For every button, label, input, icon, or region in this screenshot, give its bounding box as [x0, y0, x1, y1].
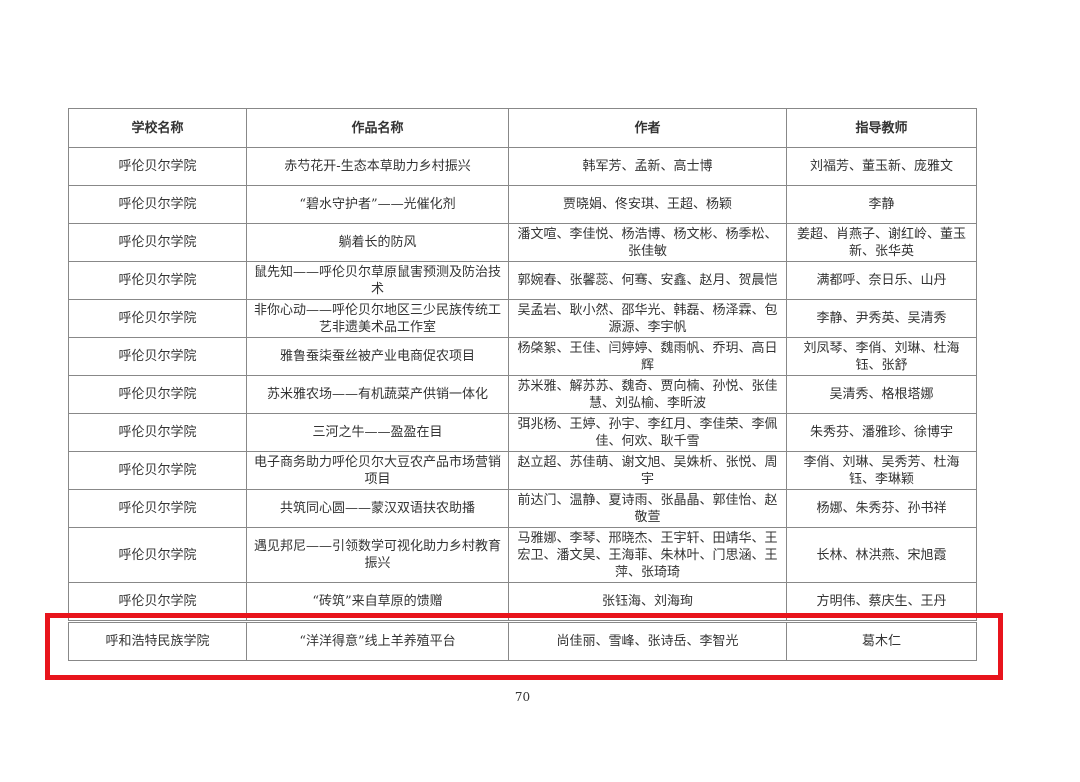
table-row: 呼伦贝尔学院 雅鲁蚕柒蚕丝被产业电商促农项目 杨棨絮、王佳、闫婷婷、魏雨帆、乔玥、高…	[68, 337, 977, 376]
cell-school: 呼伦贝尔学院	[68, 147, 247, 186]
cell-work: “碧水守护者”——光催化剂	[246, 185, 509, 224]
table-row: 呼伦贝尔学院 鼠先知——呼伦贝尔草原鼠害预测及防治技术 郭婉春、张馨蕊、何骞、安鑫、…	[68, 261, 977, 300]
cell-school: 呼伦贝尔学院	[68, 185, 247, 224]
cell-advisors: 刘凤琴、李俏、刘琳、杜海钰、张舒	[786, 337, 977, 376]
cell-school: 呼伦贝尔学院	[68, 299, 247, 338]
cell-advisors: 满都呼、奈日乐、山丹	[786, 261, 977, 300]
cell-school: 呼伦贝尔学院	[68, 337, 247, 376]
table-header-row: 学校名称 作品名称 作者 指导教师	[68, 108, 977, 148]
table-row: 呼伦贝尔学院 躺着长的防风 潘文喧、李佳悦、杨浩博、杨文彬、杨季松、张佳敏 姜超、肖燕…	[68, 223, 977, 262]
cell-advisors: 朱秀芬、潘雅珍、徐博宇	[786, 413, 977, 452]
table-row: 呼伦贝尔学院 非你心动——呼伦贝尔地区三少民族传统工艺非遗美术品工作室 吴孟岩、耿小…	[68, 299, 977, 338]
cell-advisors: 葛木仁	[786, 622, 977, 661]
cell-authors: 尚佳丽、雪峰、张诗岳、李智光	[508, 622, 787, 661]
cell-authors: 弭兆杨、王婷、孙宇、李红月、李佳荣、李佩佳、何欢、耿千雪	[508, 413, 787, 452]
cell-advisors: 李静	[786, 185, 977, 224]
cell-authors: 赵立超、苏佳萌、谢文旭、吴姝析、张悦、周宇	[508, 451, 787, 490]
cell-school: 呼伦贝尔学院	[68, 527, 247, 583]
cell-work: 鼠先知——呼伦贝尔草原鼠害预测及防治技术	[246, 261, 509, 300]
table-row: 呼伦贝尔学院 赤芍花开-生态本草助力乡村振兴 韩军芳、孟新、高士博 刘福芳、董玉新、庞…	[68, 147, 977, 186]
table-row: 呼伦贝尔学院 共筑同心圆——蒙汉双语扶农助播 前达门、温静、夏诗雨、张晶晶、郭佳怡、…	[68, 489, 977, 528]
cell-authors: 潘文喧、李佳悦、杨浩博、杨文彬、杨季松、张佳敏	[508, 223, 787, 262]
table-row: 呼伦贝尔学院 三河之牛——盈盈在目 弭兆杨、王婷、孙宇、李红月、李佳荣、李佩佳、何欢…	[68, 413, 977, 452]
cell-work: 电子商务助力呼伦贝尔大豆农产品市场营销项目	[246, 451, 509, 490]
cell-authors: 贾晓娟、佟安琪、王超、杨颖	[508, 185, 787, 224]
cell-work: 遇见邦尼——引领数学可视化助力乡村教育振兴	[246, 527, 509, 583]
cell-school: 呼伦贝尔学院	[68, 451, 247, 490]
cell-authors: 马雅娜、李琴、邢晓杰、王宇轩、田靖华、王宏卫、潘文昊、王海菲、朱林叶、门思涵、王…	[508, 527, 787, 583]
table-row: 呼伦贝尔学院 “砖筑”来自草原的馈赠 张钰海、刘海珣 方明伟、蔡庆生、王丹	[68, 582, 977, 621]
cell-authors: 杨棨絮、王佳、闫婷婷、魏雨帆、乔玥、高日辉	[508, 337, 787, 376]
cell-authors: 韩军芳、孟新、高士博	[508, 147, 787, 186]
cell-advisors: 方明伟、蔡庆生、王丹	[786, 582, 977, 621]
cell-work: 非你心动——呼伦贝尔地区三少民族传统工艺非遗美术品工作室	[246, 299, 509, 338]
cell-school: 呼伦贝尔学院	[68, 582, 247, 621]
cell-work: 雅鲁蚕柒蚕丝被产业电商促农项目	[246, 337, 509, 376]
cell-advisors: 刘福芳、董玉新、庞雅文	[786, 147, 977, 186]
table-row: 呼伦贝尔学院 电子商务助力呼伦贝尔大豆农产品市场营销项目 赵立超、苏佳萌、谢文旭、吴…	[68, 451, 977, 490]
cell-advisors: 姜超、肖燕子、谢红岭、董玉新、张华英	[786, 223, 977, 262]
cell-work: 苏米雅农场——有机蔬菜产供销一体化	[246, 375, 509, 414]
cell-work: “砖筑”来自草原的馈赠	[246, 582, 509, 621]
header-advisors: 指导教师	[786, 108, 977, 148]
cell-school: 呼伦贝尔学院	[68, 489, 247, 528]
cell-authors: 吴孟岩、耿小然、邵华光、韩磊、杨泽霖、包源源、李宇帆	[508, 299, 787, 338]
cell-advisors: 杨娜、朱秀芬、孙书祥	[786, 489, 977, 528]
page-number: 70	[514, 690, 531, 704]
table-row: 呼伦贝尔学院 “碧水守护者”——光催化剂 贾晓娟、佟安琪、王超、杨颖 李静	[68, 185, 977, 224]
cell-advisors: 吴清秀、格根塔娜	[786, 375, 977, 414]
cell-authors: 前达门、温静、夏诗雨、张晶晶、郭佳怡、赵敬萱	[508, 489, 787, 528]
table-row: 呼伦贝尔学院 遇见邦尼——引领数学可视化助力乡村教育振兴 马雅娜、李琴、邢晓杰、王宇…	[68, 527, 977, 583]
cell-school: 呼伦贝尔学院	[68, 413, 247, 452]
cell-authors: 张钰海、刘海珣	[508, 582, 787, 621]
cell-authors: 苏米雅、解苏苏、魏奇、贾向楠、孙悦、张佳慧、刘弘榆、李昕波	[508, 375, 787, 414]
table-row-highlighted: 呼和浩特民族学院 “洋洋得意”线上羊养殖平台 尚佳丽、雪峰、张诗岳、李智光 葛木仁	[68, 622, 977, 661]
cell-authors: 郭婉春、张馨蕊、何骞、安鑫、赵月、贺晨恺	[508, 261, 787, 300]
cell-school: 呼和浩特民族学院	[68, 622, 247, 661]
cell-work: “洋洋得意”线上羊养殖平台	[246, 622, 509, 661]
header-school: 学校名称	[68, 108, 247, 148]
cell-work: 三河之牛——盈盈在目	[246, 413, 509, 452]
awards-table: 学校名称 作品名称 作者 指导教师 呼伦贝尔学院 赤芍花开-生态本草助力乡村振兴韩…	[68, 108, 977, 661]
cell-school: 呼伦贝尔学院	[68, 223, 247, 262]
cell-advisors: 李静、尹秀英、吴清秀	[786, 299, 977, 338]
table-row: 呼伦贝尔学院 苏米雅农场——有机蔬菜产供销一体化 苏米雅、解苏苏、魏奇、贾向楠、孙悦…	[68, 375, 977, 414]
cell-advisors: 李俏、刘琳、吴秀芳、杜海钰、李琳颖	[786, 451, 977, 490]
header-authors: 作者	[508, 108, 787, 148]
cell-school: 呼伦贝尔学院	[68, 261, 247, 300]
header-work: 作品名称	[246, 108, 509, 148]
cell-school: 呼伦贝尔学院	[68, 375, 247, 414]
cell-advisors: 长林、林洪燕、宋旭霞	[786, 527, 977, 583]
cell-work: 共筑同心圆——蒙汉双语扶农助播	[246, 489, 509, 528]
cell-work: 躺着长的防风	[246, 223, 509, 262]
cell-work: 赤芍花开-生态本草助力乡村振兴	[246, 147, 509, 186]
